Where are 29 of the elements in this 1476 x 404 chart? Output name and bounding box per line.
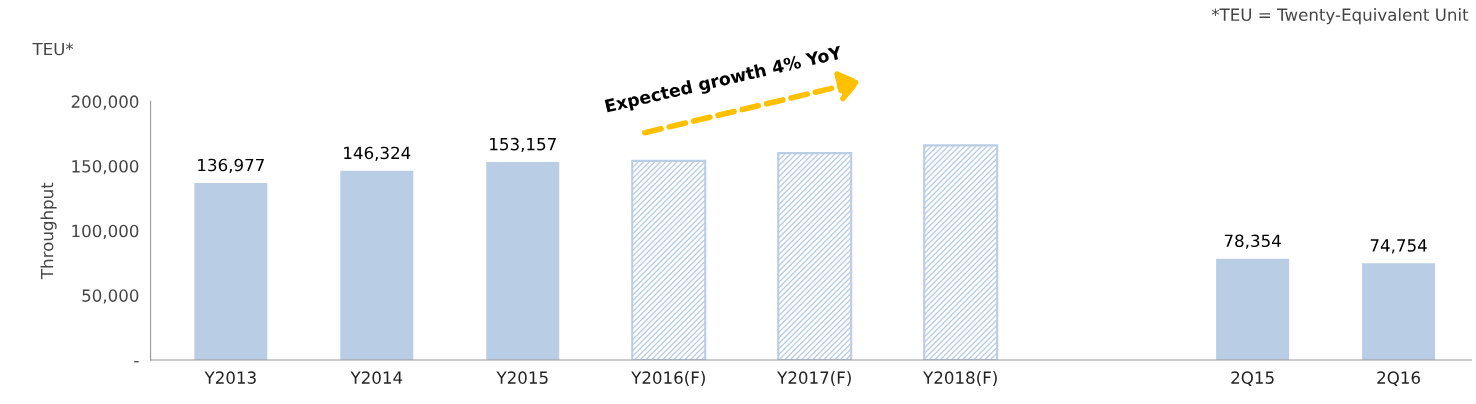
x-tick-label: Y2016(F) [631, 371, 705, 386]
text: *TEU = Twenty-Equivalent Unit [1211, 8, 1469, 25]
data-label: 146,324 [344, 146, 411, 161]
data-label: 78,354 [1224, 234, 1281, 249]
bar [1216, 258, 1290, 360]
x-tick-label: Y2018(F) [923, 371, 997, 386]
data-label: 74,754 [1370, 239, 1427, 254]
y-tick-label: 200,000 [71, 95, 139, 110]
bar [923, 144, 999, 360]
x-tick-label: Y2014 [350, 371, 403, 384]
bar [1362, 263, 1436, 360]
x-tick-label: Y2017(F) [777, 371, 851, 386]
y-axis-title: Throughput [40, 182, 57, 280]
bar [194, 182, 268, 360]
y-tick-label: 150,000 [72, 160, 139, 175]
y-tick-label: - [134, 361, 139, 363]
bar [340, 170, 414, 360]
x-tick-label: 2Q15 [1231, 371, 1274, 386]
bar [631, 159, 707, 360]
y-tick-label: 50,000 [82, 289, 139, 304]
y-tick-label: 100,000 [72, 224, 139, 239]
data-label: 153,157 [490, 137, 556, 153]
x-tick-label: 2Q16 [1377, 371, 1420, 386]
bar [777, 152, 853, 360]
x-tick-label: Y2015 [496, 371, 548, 384]
bar [486, 161, 560, 360]
data-label: 136,977 [198, 158, 264, 174]
x-tick-label: Y2013 [204, 371, 256, 384]
text: TEU* [32, 42, 74, 56]
